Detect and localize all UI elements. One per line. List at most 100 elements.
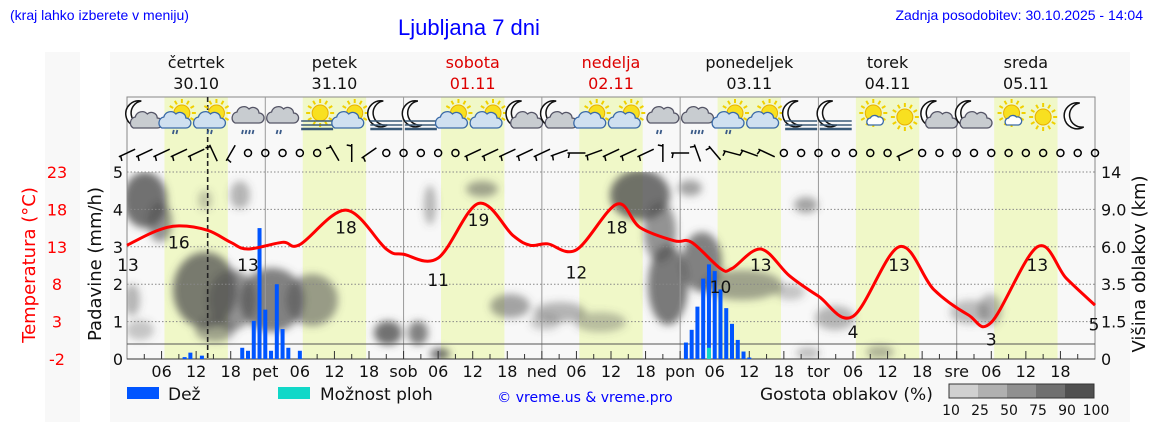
rain-bar: [706, 264, 711, 359]
wind-barb-shaft: [170, 148, 188, 158]
calm-wind-icon: [1056, 148, 1065, 158]
temperature-label: 10: [710, 278, 732, 298]
rain-bar: [246, 350, 250, 359]
wind-barb-icon: [671, 152, 690, 159]
x-day-label: pet: [252, 362, 278, 381]
sun-ray: [881, 105, 886, 109]
wind-barb-shaft: [533, 148, 551, 158]
cloud-density-swatch: [1007, 384, 1036, 398]
cloud-icon: [510, 111, 544, 129]
sun-ray: [635, 100, 640, 105]
day-name: sreda: [1004, 53, 1048, 72]
rain-bar: [695, 306, 700, 359]
x-hour-label: 06: [705, 362, 725, 381]
wind-barb-tick: [621, 155, 624, 162]
sun-ray: [761, 100, 766, 105]
wind-barb-tick: [897, 155, 901, 162]
wind-barb-tick: [722, 150, 726, 157]
sun-ray: [998, 105, 1004, 109]
cloud-density-blob: [648, 245, 688, 325]
rain-tick: 3: [113, 238, 123, 257]
sun-ray: [604, 105, 610, 109]
sun-ray: [1015, 100, 1020, 105]
wind-barb-shaft: [153, 148, 171, 158]
sun-ray: [1047, 125, 1052, 130]
sun-ray: [173, 100, 178, 105]
sun-ray: [1051, 121, 1056, 125]
wind-barb-tick: [346, 144, 352, 147]
wind-barb-shaft: [602, 148, 620, 158]
sun-ray: [639, 105, 644, 109]
rain-bar: [286, 347, 291, 359]
sun-ray: [358, 100, 363, 105]
day-date: 01.11: [450, 74, 496, 93]
wind-barb-icon: [689, 144, 702, 162]
moon-fog-weather-icon: [367, 100, 403, 131]
wind-barb-tick: [137, 155, 140, 162]
cloud-density-blob: [195, 318, 235, 342]
rain-tick: 2: [113, 275, 123, 294]
sun-cloud-weather-icon: [573, 99, 611, 129]
x-hour-label: 06: [981, 362, 1001, 381]
rain-drop-icon: [206, 129, 210, 135]
rain-bar: [689, 329, 694, 359]
sun-ray: [908, 125, 913, 130]
day-date: 31.10: [312, 74, 358, 93]
showers-legend-swatch: [278, 387, 310, 399]
wind-barb-icon: [361, 147, 377, 162]
rain-drop-icon: [171, 129, 175, 135]
sun-ray: [860, 117, 866, 121]
sun-fog-weather-icon: [301, 99, 335, 131]
cloud-density-swatch: [1065, 384, 1094, 398]
calm-wind-icon: [935, 148, 944, 158]
wind-barb-tick: [756, 149, 761, 155]
cloud-density-swatch: [978, 384, 1007, 398]
rain-axis-title: Padavine (mm/h): [85, 187, 106, 341]
wind-barb-icon: [464, 148, 482, 162]
temperature-label: 12: [566, 263, 588, 283]
sun-ray: [588, 100, 593, 105]
x-hour-label: 12: [739, 362, 759, 381]
wind-barb-icon: [705, 145, 722, 161]
sun-icon: [896, 108, 914, 126]
sun-small-cloud-weather-icon: [997, 99, 1026, 127]
wind-barb-shaft: [637, 148, 655, 158]
wind-barb-shaft: [693, 144, 702, 162]
cloud-icon: [959, 111, 993, 129]
cloud-density-blob: [424, 185, 436, 225]
sun-ray: [1047, 104, 1052, 109]
x-day-label: sre: [945, 362, 969, 381]
temperature-label: 13: [750, 256, 772, 276]
x-hour-label: 12: [186, 362, 206, 381]
day-date: 05.11: [1003, 74, 1049, 93]
cloud-density-blob: [490, 294, 530, 318]
wind-barb-icon: [550, 149, 568, 161]
cloud-height-tick: 3.5: [1101, 275, 1126, 294]
rain-bar: [280, 329, 285, 359]
temp-tick: -2: [49, 350, 65, 369]
sun-ray: [743, 117, 748, 121]
temp-axis-title: Temperatura (°C): [19, 187, 40, 344]
rain-drop-icon: [655, 129, 659, 135]
sun-ray: [908, 104, 913, 109]
calm-wind-icon: [917, 148, 927, 158]
location-hint[interactable]: (kraj lahko izberete v meniju): [10, 7, 189, 23]
temp-tick: 13: [47, 238, 67, 257]
sun-ray: [445, 105, 451, 109]
sun-cloud-weather-icon: [469, 99, 507, 129]
sun-ray: [342, 105, 347, 109]
wind-barb-shaft: [118, 148, 136, 158]
calm-wind-icon: [814, 148, 823, 158]
copyright-link[interactable]: © vreme.us & vreme.pro: [497, 390, 672, 406]
rain-bar: [730, 323, 734, 359]
wind-barb-icon: [153, 148, 171, 162]
sun-ray: [307, 105, 312, 109]
sun-cloud-weather-icon: [746, 99, 784, 129]
daylight-band: [441, 97, 505, 359]
wind-barb-icon: [567, 152, 586, 159]
sun-ray: [328, 117, 333, 121]
sun-ray: [169, 105, 174, 109]
sun-ray: [892, 121, 897, 125]
wind-barb-icon: [637, 148, 655, 162]
shower-bar: [706, 347, 711, 359]
